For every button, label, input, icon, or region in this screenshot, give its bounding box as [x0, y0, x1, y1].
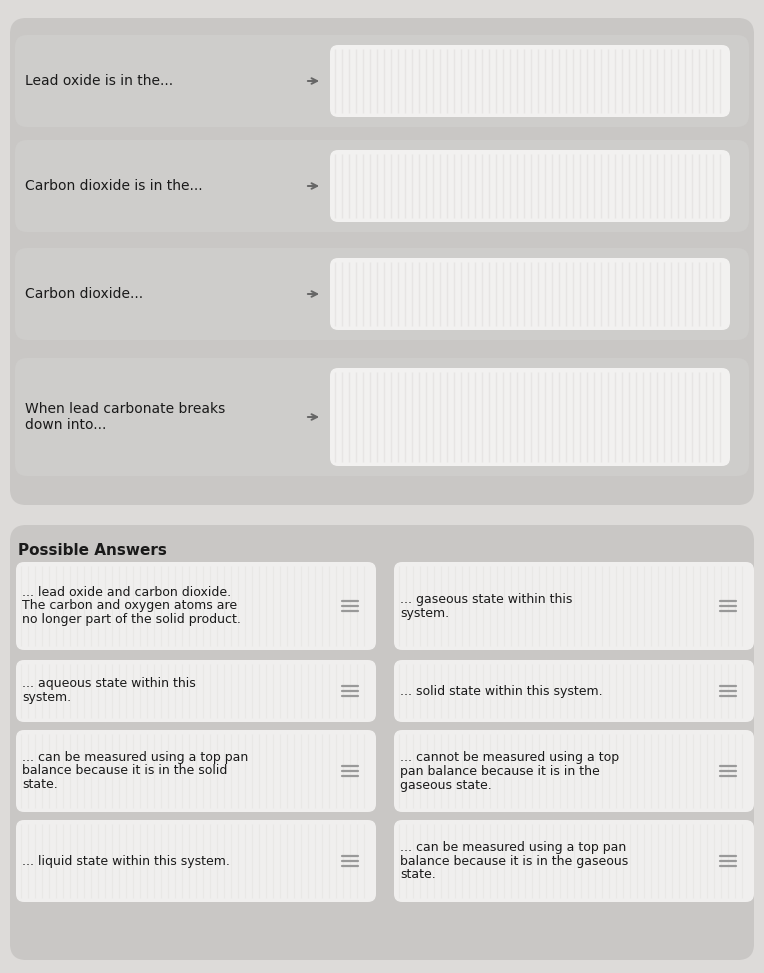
FancyBboxPatch shape	[15, 35, 749, 127]
FancyBboxPatch shape	[16, 820, 376, 902]
FancyBboxPatch shape	[330, 150, 730, 222]
Text: system.: system.	[22, 692, 71, 704]
Text: state.: state.	[22, 778, 58, 791]
Text: When lead carbonate breaks: When lead carbonate breaks	[25, 402, 225, 416]
Text: pan balance because it is in the: pan balance because it is in the	[400, 765, 600, 777]
Text: ... aqueous state within this: ... aqueous state within this	[22, 677, 196, 691]
FancyBboxPatch shape	[15, 358, 749, 476]
FancyBboxPatch shape	[16, 660, 376, 722]
Text: Carbon dioxide is in the...: Carbon dioxide is in the...	[25, 179, 202, 193]
Text: ... liquid state within this system.: ... liquid state within this system.	[22, 854, 230, 868]
FancyBboxPatch shape	[10, 18, 754, 505]
Text: Lead oxide is in the...: Lead oxide is in the...	[25, 74, 173, 88]
Text: ... cannot be measured using a top: ... cannot be measured using a top	[400, 750, 619, 764]
FancyBboxPatch shape	[16, 562, 376, 650]
Text: ... lead oxide and carbon dioxide.: ... lead oxide and carbon dioxide.	[22, 586, 231, 598]
Text: balance because it is in the gaseous: balance because it is in the gaseous	[400, 854, 628, 868]
FancyBboxPatch shape	[10, 525, 754, 960]
FancyBboxPatch shape	[330, 258, 730, 330]
FancyBboxPatch shape	[394, 660, 754, 722]
Text: ... gaseous state within this: ... gaseous state within this	[400, 593, 572, 605]
Text: Carbon dioxide...: Carbon dioxide...	[25, 287, 143, 301]
FancyBboxPatch shape	[15, 248, 749, 340]
FancyBboxPatch shape	[15, 140, 749, 232]
Text: balance because it is in the solid: balance because it is in the solid	[22, 765, 228, 777]
Text: no longer part of the solid product.: no longer part of the solid product.	[22, 614, 241, 627]
Text: gaseous state.: gaseous state.	[400, 778, 492, 791]
FancyBboxPatch shape	[394, 820, 754, 902]
Text: The carbon and oxygen atoms are: The carbon and oxygen atoms are	[22, 599, 237, 612]
FancyBboxPatch shape	[330, 368, 730, 466]
FancyBboxPatch shape	[394, 730, 754, 812]
FancyBboxPatch shape	[394, 562, 754, 650]
Text: state.: state.	[400, 869, 435, 882]
FancyBboxPatch shape	[330, 45, 730, 117]
FancyBboxPatch shape	[16, 730, 376, 812]
Text: ... can be measured using a top pan: ... can be measured using a top pan	[22, 750, 248, 764]
Text: Possible Answers: Possible Answers	[18, 543, 167, 558]
Text: ... solid state within this system.: ... solid state within this system.	[400, 684, 603, 698]
Text: system.: system.	[400, 606, 449, 620]
Text: ... can be measured using a top pan: ... can be measured using a top pan	[400, 841, 626, 853]
Text: down into...: down into...	[25, 418, 106, 432]
